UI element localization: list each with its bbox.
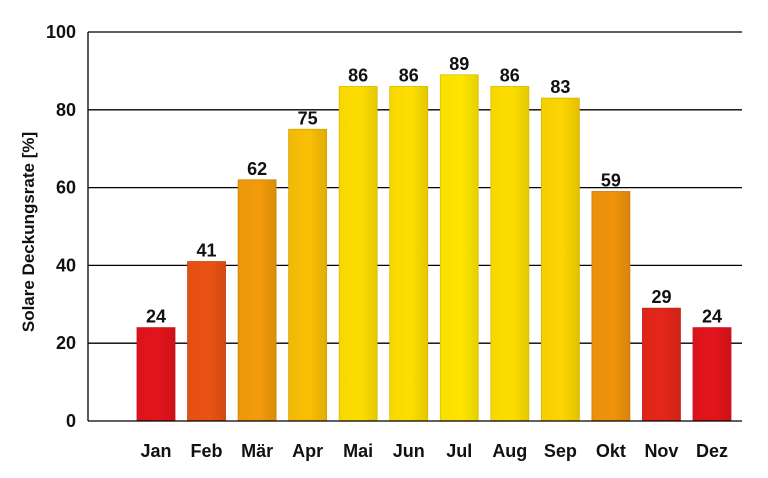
labels: 0 20 40 60 80 100 24 Jan 41 Feb 62 Mär 75 Apr 86 Mai 86 J… <box>46 22 728 461</box>
value-label: 86 <box>500 65 520 85</box>
y-tick-label: 20 <box>56 333 76 353</box>
x-tick-label: Jan <box>140 441 171 461</box>
x-tick-label: Mai <box>343 441 373 461</box>
y-tick-label: 80 <box>56 100 76 120</box>
value-label: 41 <box>197 241 217 261</box>
bar-jun <box>389 86 429 422</box>
value-label: 86 <box>348 65 368 85</box>
x-tick-label: Feb <box>191 441 223 461</box>
value-label: 59 <box>601 170 621 190</box>
x-tick-label: Jun <box>393 441 425 461</box>
value-label: 83 <box>550 77 570 97</box>
bar-mai <box>338 86 378 422</box>
bar-feb <box>187 261 226 422</box>
value-label: 24 <box>146 307 166 327</box>
x-tick-label: Nov <box>644 441 678 461</box>
bar-sep <box>540 97 580 422</box>
x-tick-label: Apr <box>292 441 323 461</box>
bar-okt <box>591 191 631 422</box>
y-tick-label: 40 <box>56 255 76 275</box>
value-label: 29 <box>651 287 671 307</box>
value-label: 62 <box>247 159 267 179</box>
bar-mär <box>237 179 277 422</box>
bar-aug <box>490 86 530 422</box>
bar-jan <box>136 327 176 422</box>
x-tick-label: Jul <box>446 441 472 461</box>
value-label: 24 <box>702 307 722 327</box>
value-label: 75 <box>298 108 318 128</box>
value-label: 89 <box>449 54 469 74</box>
x-tick-label: Mär <box>241 441 273 461</box>
y-tick-label: 100 <box>46 22 76 42</box>
bars <box>136 74 732 422</box>
bar-jul <box>439 74 479 422</box>
value-label: 86 <box>399 65 419 85</box>
x-tick-label: Okt <box>596 441 626 461</box>
y-tick-label: 60 <box>56 178 76 198</box>
axes <box>87 32 742 422</box>
bar-nov <box>642 307 681 422</box>
bar-apr <box>288 128 328 422</box>
bar-dez <box>692 327 732 422</box>
x-tick-label: Dez <box>696 441 728 461</box>
x-tick-label: Aug <box>492 441 527 461</box>
x-tick-label: Sep <box>544 441 577 461</box>
y-tick-label: 0 <box>66 411 76 431</box>
y-axis-title: Solare Deckungsrate [%] <box>19 132 38 332</box>
